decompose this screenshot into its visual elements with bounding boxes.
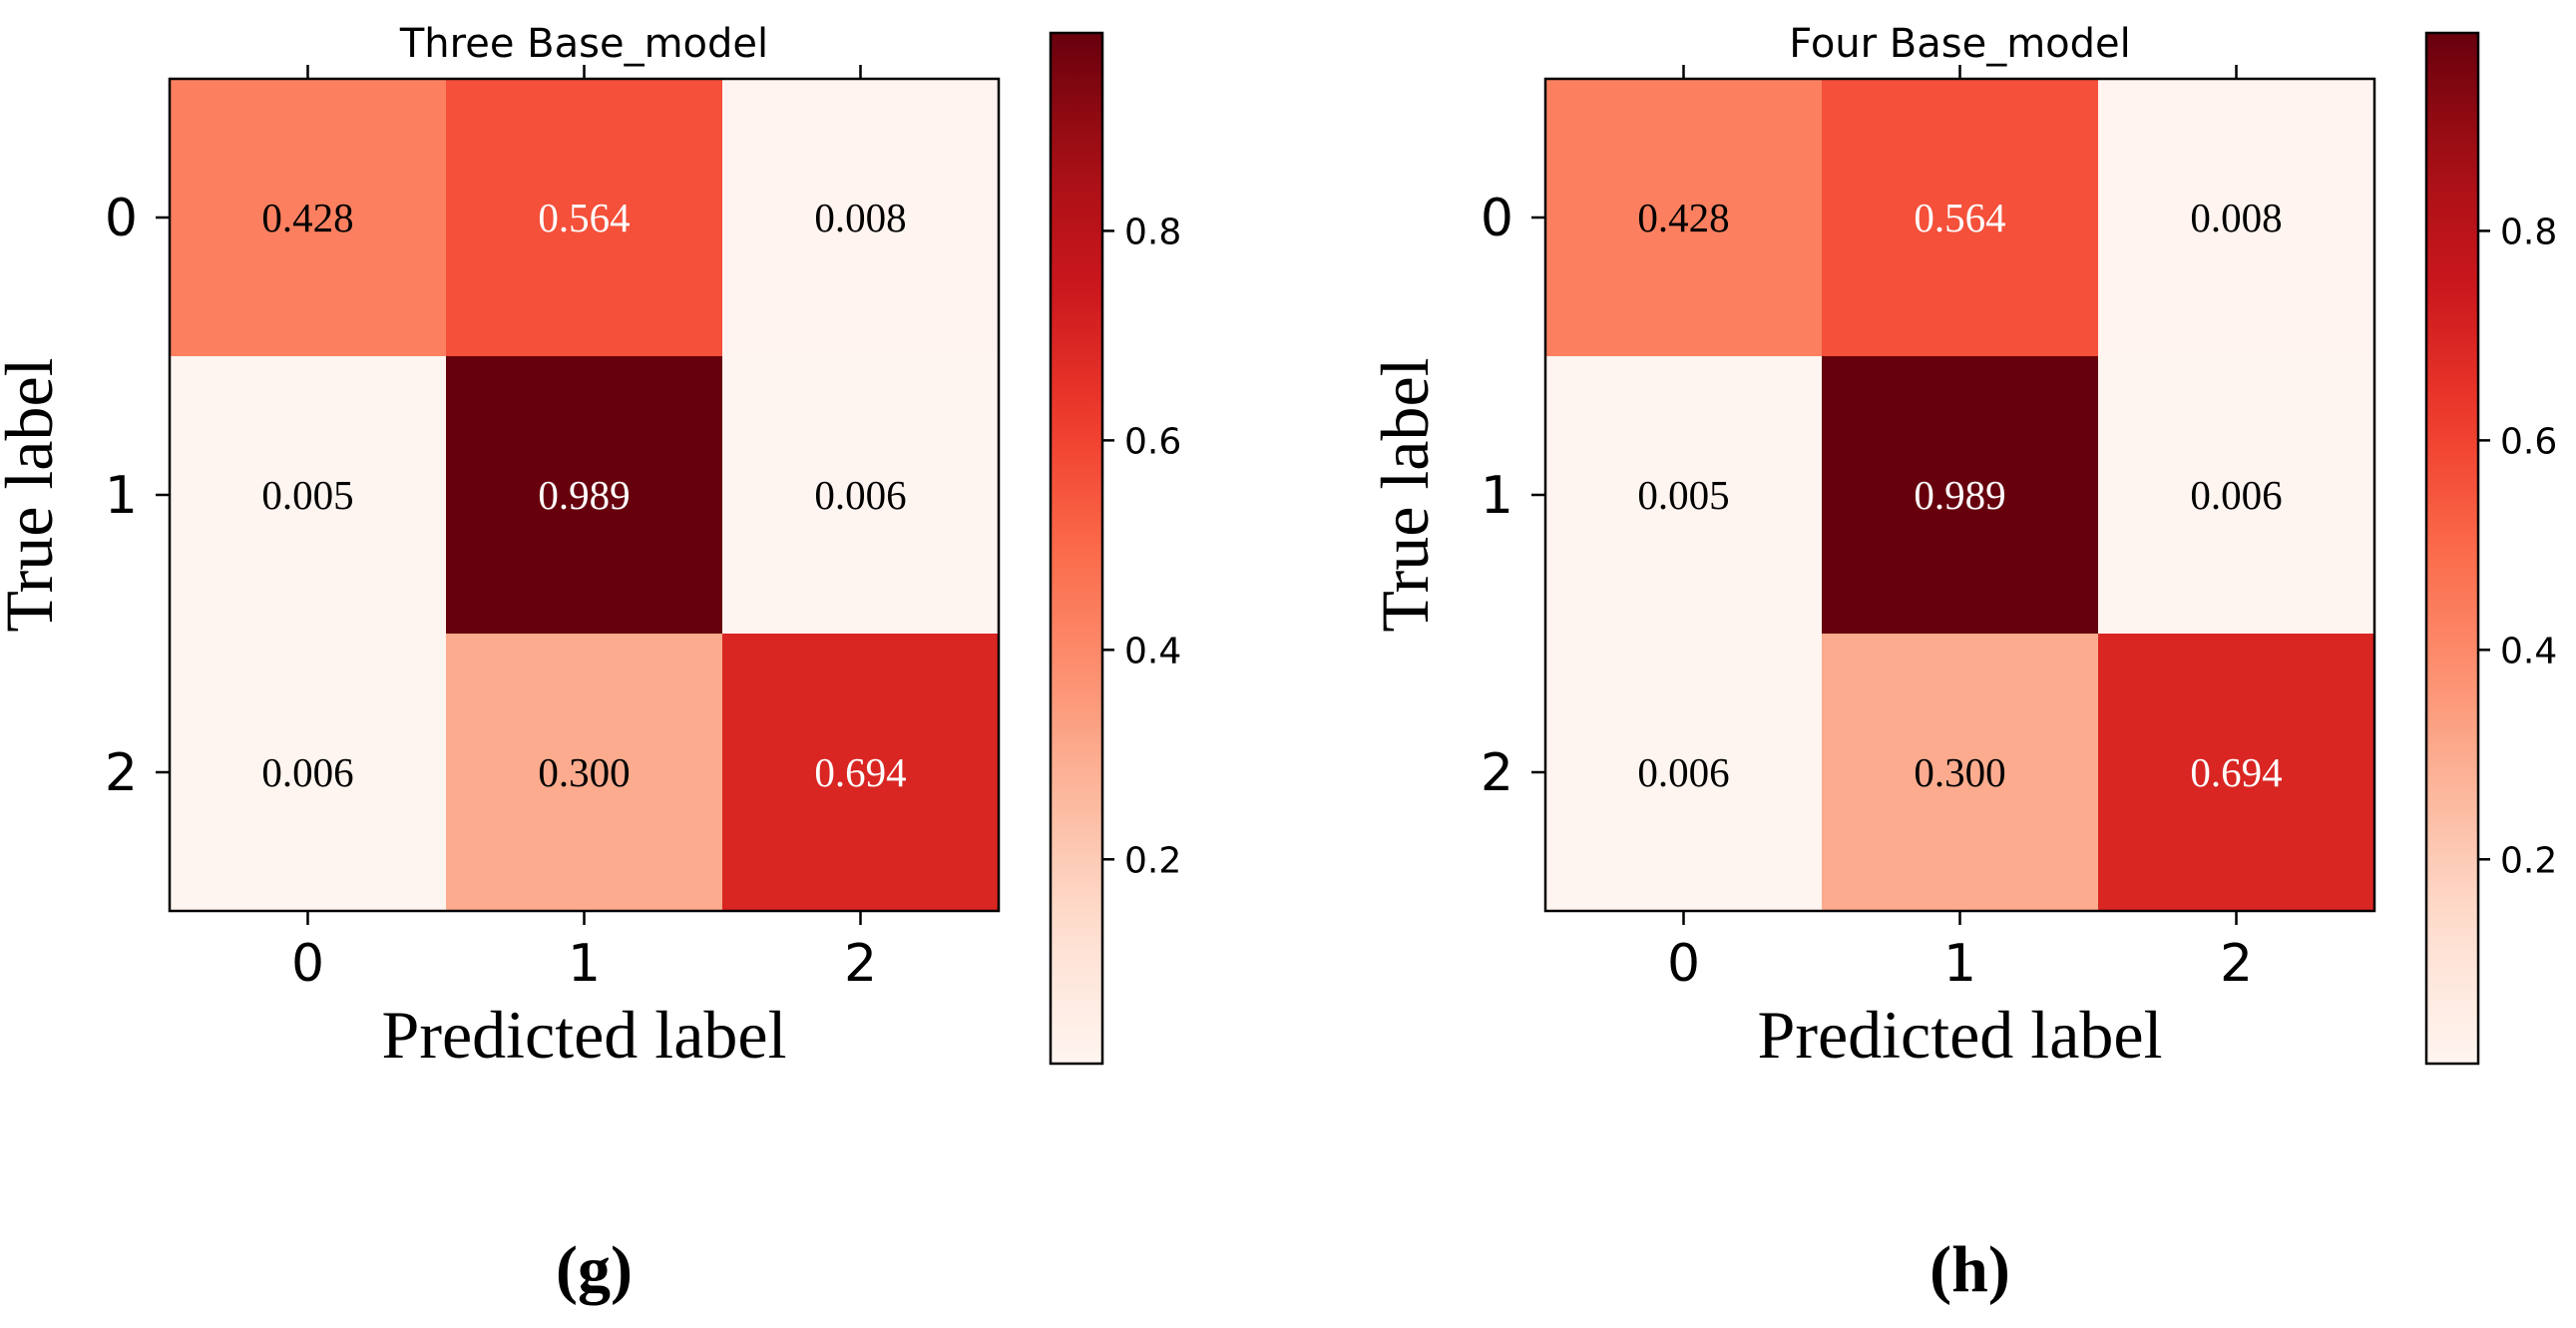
cell-label-1-0: 0.005 [261,472,353,518]
cell-1-0 [1545,356,1822,634]
colorbar-frame [1049,31,1104,1066]
cell-1-0 [170,356,446,634]
colorbar-tick-label-1: 0.4 [1124,631,1181,671]
y-axis-label: True label [0,357,67,632]
confusion-matrix-0: 0.428 0.564 0.008 0.005 0.989 0.006 0.006 0.300… [0,21,1181,1306]
cell-label-0-1: 0.564 [538,195,630,240]
y-axis-label: True label [1367,357,1443,632]
cell-label-0-0: 0.428 [1637,195,1729,240]
y-tick-label-1: 1 [1481,466,1513,526]
chart-title: Three Base_model [399,21,768,67]
colorbar: 0.2 0.4 0.6 0.8 [2424,31,2557,1066]
cell-2-1 [1822,634,2098,911]
cell-label-2-2: 0.694 [814,749,906,795]
cell-label-1-1: 0.989 [1914,472,2005,518]
cell-0-1 [446,79,722,356]
cell-label-0-2: 0.008 [814,195,906,240]
chart-title: Four Base_model [1789,21,2131,67]
x-tick-label-1: 1 [568,934,601,994]
y-tick-label-0: 0 [1481,189,1513,248]
colorbar-tick-label-2: 0.6 [1124,421,1181,462]
colorbar-tick-label-0: 0.2 [1124,840,1181,881]
cell-label-1-2: 0.006 [2190,472,2282,518]
y-tick-label-1: 1 [105,466,138,526]
x-tick-label-0: 0 [1667,934,1700,994]
cell-2-0 [1545,634,1822,911]
cell-0-2 [722,79,999,356]
colorbar-tick-label-3: 0.8 [2500,212,2557,252]
cell-2-1 [446,634,722,911]
cell-label-1-0: 0.005 [1637,472,1729,518]
x-tick-label-1: 1 [1943,934,1976,994]
cell-label-2-1: 0.300 [538,749,630,795]
figure-caption: (g) [556,1233,633,1306]
y-tick-label-0: 0 [105,189,138,248]
x-tick-label-2: 2 [2220,934,2253,994]
x-tick-label-0: 0 [291,934,324,994]
x-axis-label: Predicted label [382,997,787,1073]
cell-label-2-2: 0.694 [2190,749,2282,795]
colorbar-tick-label-3: 0.8 [1124,212,1181,252]
cell-1-1 [446,356,722,634]
cell-2-2 [722,634,999,911]
cell-1-2 [2098,356,2374,634]
colorbar-gradient [1051,33,1102,1064]
cell-1-2 [722,356,999,634]
y-tick-label-2: 2 [105,743,138,803]
cell-2-0 [170,634,446,911]
colorbar-gradient [2426,33,2478,1064]
cell-0-1 [1822,79,2098,356]
colorbar-frame [2424,31,2480,1066]
colorbar: 0.2 0.4 0.6 0.8 [1049,31,1181,1066]
cell-label-2-1: 0.300 [1914,749,2005,795]
colorbar-tick-label-1: 0.4 [2500,631,2557,671]
cell-label-1-1: 0.989 [538,472,630,518]
cell-0-0 [1545,79,1822,356]
cell-label-0-2: 0.008 [2190,195,2282,240]
cell-label-0-0: 0.428 [261,195,353,240]
cell-0-2 [2098,79,2374,356]
colorbar-tick-label-2: 0.6 [2500,421,2557,462]
cell-0-0 [170,79,446,356]
y-tick-label-2: 2 [1481,743,1513,803]
cell-label-2-0: 0.006 [1637,749,1729,795]
cell-1-1 [1822,356,2098,634]
cell-label-2-0: 0.006 [261,749,353,795]
confusion-matrix-1: 0.428 0.564 0.008 0.005 0.989 0.006 0.006 0.300… [1367,21,2557,1306]
cell-label-1-2: 0.006 [814,472,906,518]
x-axis-label: Predicted label [1758,997,2163,1073]
cell-label-0-1: 0.564 [1914,195,2005,240]
x-tick-label-2: 2 [844,934,877,994]
colorbar-tick-label-0: 0.2 [2500,840,2557,881]
figure-caption: (h) [1930,1233,2010,1306]
cell-2-2 [2098,634,2374,911]
